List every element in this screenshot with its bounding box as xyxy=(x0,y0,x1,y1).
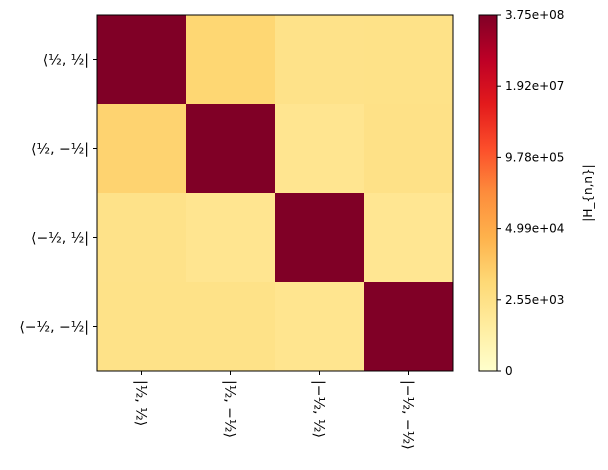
colorbar-tick-label: 3.75e+08 xyxy=(505,8,564,22)
column-tick-label: |½, −½⟩ xyxy=(222,380,238,438)
row-tick-label: ⟨−½, −½| xyxy=(19,320,89,336)
heatmap-cell xyxy=(186,282,276,372)
heatmap-cell xyxy=(97,193,187,283)
heatmap-cell xyxy=(275,282,365,372)
heatmap-cell xyxy=(364,15,454,105)
colorbar-label: |H_{n,n}| xyxy=(581,164,595,221)
heatmap-cells xyxy=(97,15,454,372)
column-tick-label: |−½, ½⟩ xyxy=(311,380,327,438)
heatmap-cell xyxy=(186,193,276,283)
colorbar-tick-label: 1.92e+07 xyxy=(505,79,564,93)
colorbar-tick-label: 0 xyxy=(505,364,513,378)
heatmap-cell xyxy=(275,193,365,283)
column-axis: |½, ½⟩ |½, −½⟩ |−½, ½⟩ |−½, −½⟩ xyxy=(133,371,416,450)
heatmap-cell xyxy=(275,104,365,194)
heatmap-cell xyxy=(275,15,365,105)
heatmap-cell xyxy=(97,104,187,194)
heatmap-cell xyxy=(364,193,454,283)
colorbar-tick-label: 2.55e+03 xyxy=(505,293,564,307)
colorbar-tick-label: 4.99e+04 xyxy=(505,222,564,236)
row-axis: ⟨½, ½| ⟨½, −½| ⟨−½, ½| ⟨−½, −½| xyxy=(19,53,97,336)
heatmap-cell xyxy=(186,104,276,194)
row-tick-label: ⟨−½, ½| xyxy=(31,231,89,247)
heatmap-cell xyxy=(97,15,187,105)
heatmap-cell xyxy=(364,104,454,194)
heatmap-cell xyxy=(97,282,187,372)
plot-frame xyxy=(96,14,454,372)
colorbar-ticks: 0 2.55e+03 4.99e+04 9.78e+05 1.92e+07 3.75e+0… xyxy=(497,8,564,378)
row-tick-label: ⟨½, −½| xyxy=(31,142,89,158)
heatmap-cell xyxy=(364,282,454,372)
row-tick-label: ⟨½, ½| xyxy=(43,53,89,69)
colorbar-tick-label: 9.78e+05 xyxy=(505,150,564,164)
column-tick-label: |−½, −½⟩ xyxy=(400,380,416,450)
colorbar xyxy=(478,14,498,372)
column-tick-label: |½, ½⟩ xyxy=(133,380,149,426)
heatmap-cell xyxy=(186,15,276,105)
